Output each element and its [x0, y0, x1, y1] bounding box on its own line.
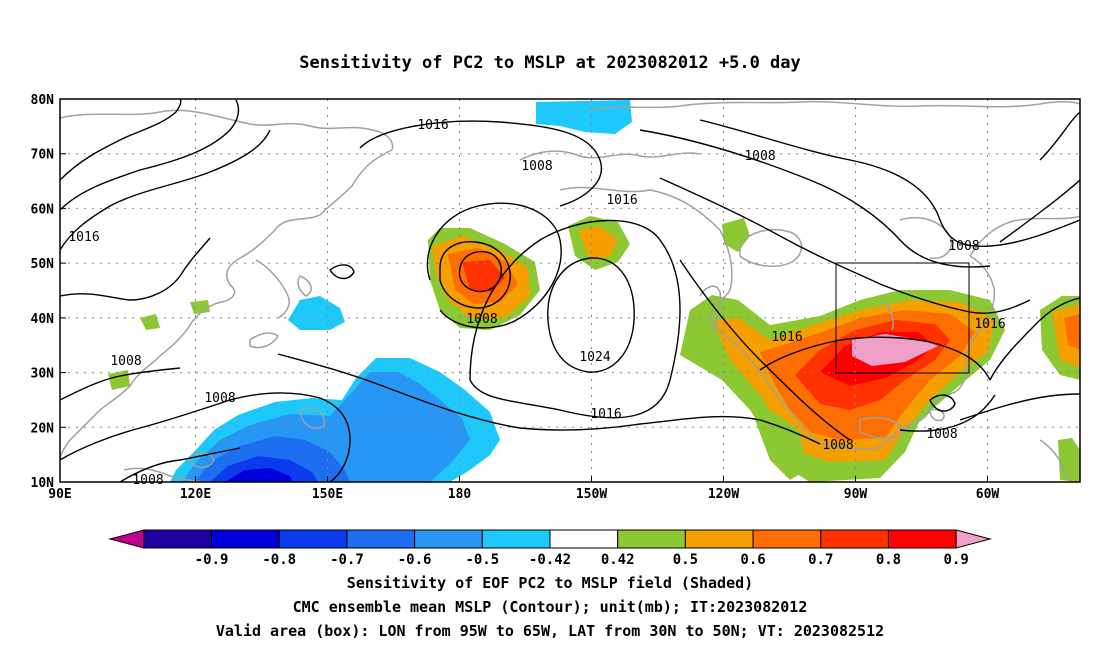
mslp-contours — [60, 99, 1080, 482]
lon-label: 120E — [180, 487, 211, 502]
lon-label: 120W — [708, 487, 739, 502]
valid-area-box — [835, 262, 970, 374]
colorbar-cell — [955, 529, 992, 549]
colorbar-label: -0.42 — [529, 552, 571, 568]
contour-label: 1016 — [974, 317, 1005, 332]
contour-label: 1024 — [579, 350, 610, 365]
colorbar-label: -0.8 — [262, 552, 296, 568]
map-border — [59, 98, 1081, 483]
colorbar-label: -0.7 — [330, 552, 364, 568]
colorbar-cell — [481, 529, 551, 549]
lon-label: 60W — [976, 487, 1000, 502]
lat-label: 80N — [31, 93, 55, 108]
contour-label: 1008 — [926, 427, 957, 442]
colorbar-cell — [820, 529, 889, 549]
colorbar-label: 0.7 — [808, 552, 833, 568]
contour-label: 1016 — [590, 407, 621, 422]
lon-labels: 90E 120E 150E 180 150W 120W 90W 60W — [48, 487, 999, 502]
shade-positive-asia-3 — [190, 300, 210, 314]
contour-label: 1016 — [606, 193, 637, 208]
lat-label: 30N — [31, 367, 55, 382]
colorbar-label: -0.5 — [465, 552, 499, 568]
lat-labels: 80N 70N 60N 50N 40N 30N 20N 10N — [31, 93, 55, 491]
colorbar-cell — [108, 529, 145, 549]
contour-label: 1008 — [466, 312, 497, 327]
colorbar-label: -0.6 — [398, 552, 432, 568]
contour-label: 1016 — [771, 330, 802, 345]
colorbar-label: 0.6 — [740, 552, 765, 568]
lon-label: 90W — [844, 487, 868, 502]
colorbar-cell — [278, 529, 348, 549]
colorbar-cell — [549, 529, 619, 549]
colorbar-cell — [752, 529, 822, 549]
colorbar-cell — [414, 529, 483, 549]
lat-label: 60N — [31, 202, 55, 217]
colorbar-cell — [684, 529, 754, 549]
lon-label: 90E — [48, 487, 71, 502]
contour-label: 1008 — [204, 391, 235, 406]
shade-positive-aleutian-core — [462, 260, 505, 292]
lat-label: 20N — [31, 421, 55, 436]
shade-positive-mexico — [755, 412, 806, 480]
shade-positive-caribbean — [1058, 438, 1080, 482]
shade-positive-na-pink — [852, 334, 938, 366]
captions: Sensitivity of EOF PC2 to MSLP field (Sh… — [216, 574, 884, 640]
shade-positive-goa-in — [578, 226, 618, 260]
contour-label: 1008 — [132, 473, 163, 488]
colorbar-cell — [887, 529, 957, 549]
caption-line-1: Sensitivity of EOF PC2 to MSLP field (Sh… — [347, 574, 753, 592]
colorbar-label: 0.42 — [601, 552, 635, 568]
caption-line-3: Valid area (box): LON from 95W to 65W, L… — [216, 622, 884, 640]
shade-positive-hudson — [722, 218, 750, 252]
colorbar-cell — [346, 529, 416, 549]
shade-positive-atlantic-core — [1064, 314, 1080, 350]
contour-label: 1016 — [417, 118, 448, 133]
contour-label: 1016 — [68, 230, 99, 245]
colorbar-label: 0.9 — [944, 552, 969, 568]
lat-label: 50N — [31, 257, 55, 272]
colorbar-cell — [211, 529, 280, 549]
map-title: Sensitivity of PC2 to MSLP at 2023082012… — [299, 53, 801, 73]
contour-label: 1008 — [822, 438, 853, 453]
colorbar-label: 0.5 — [673, 552, 698, 568]
tick-marks — [60, 98, 988, 483]
lon-label: 150W — [576, 487, 607, 502]
caption-line-2: CMC ensemble mean MSLP (Contour); unit(m… — [293, 598, 808, 616]
lat-label: 70N — [31, 148, 55, 163]
colorbar-label: -0.9 — [195, 552, 229, 568]
contour-label: 1008 — [521, 159, 552, 174]
contour-label: 1008 — [110, 354, 141, 369]
colorbar-label: 0.8 — [876, 552, 901, 568]
contour-label: 1008 — [744, 149, 775, 164]
shade-negative-pacific-peak — [225, 468, 292, 482]
contour-label: 1008 — [948, 239, 979, 254]
contour-labels: 1016 1008 1008 1016 1008 1008 1008 1008 … — [68, 118, 1005, 488]
lat-label: 10N — [31, 476, 55, 491]
lon-label: 180 — [448, 487, 472, 502]
colorbar-cell — [143, 529, 213, 549]
colorbar — [108, 529, 992, 549]
grid-lines — [60, 99, 1080, 482]
colorbar-labels: -0.9 -0.8 -0.7 -0.6 -0.5 -0.42 0.42 0.5 0.6 0.7 0.… — [195, 552, 969, 568]
colorbar-cell — [617, 529, 686, 549]
map-panel: 1016 1008 1008 1016 1008 1008 1008 1008 … — [31, 93, 1081, 502]
shade-negative-japan — [288, 296, 345, 330]
lat-label: 40N — [31, 312, 55, 327]
shading-layer — [108, 100, 1080, 482]
lon-label: 150E — [312, 487, 343, 502]
shade-positive-asia-1 — [140, 314, 160, 330]
